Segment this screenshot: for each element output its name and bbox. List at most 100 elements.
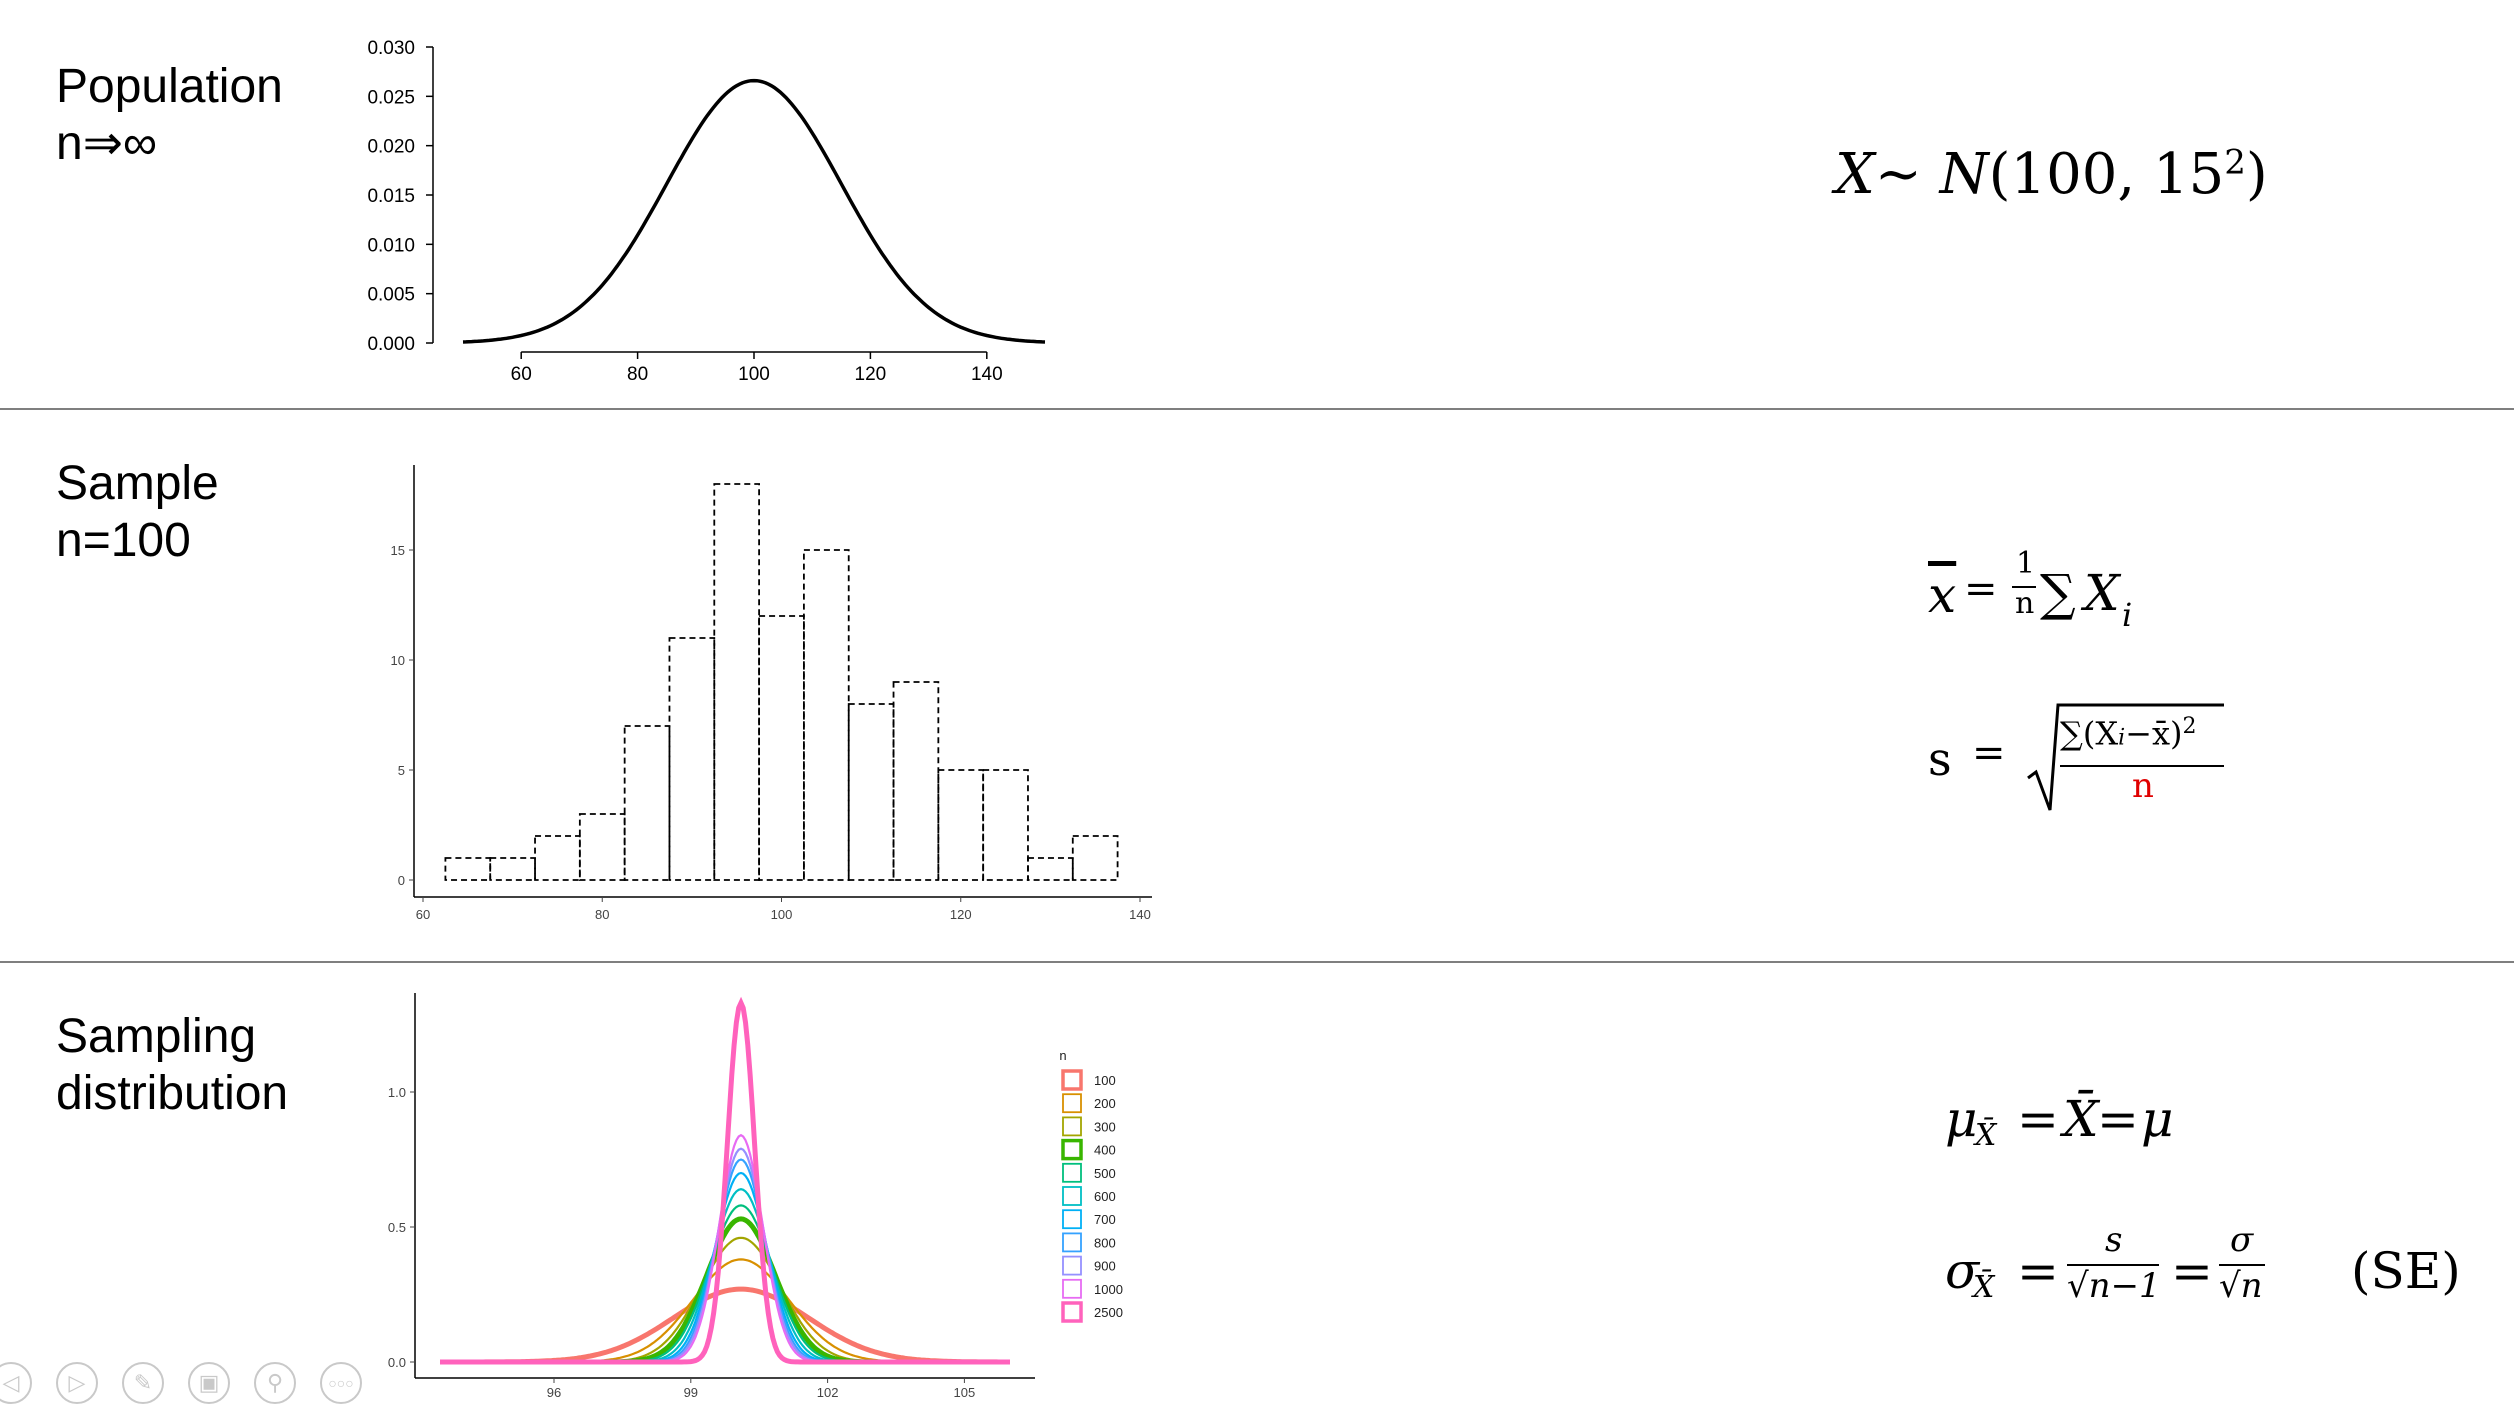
play-icon[interactable]: ▷ <box>56 1362 98 1404</box>
population-y-tick-label: 0.000 <box>367 334 415 355</box>
mean-formula: x = 1 n ∑ X i <box>1928 546 2178 640</box>
sampling-x-tick-label: 105 <box>954 1385 976 1400</box>
population-x-tick-label: 140 <box>971 364 1003 385</box>
population-formula-close: ) <box>2245 142 2268 207</box>
legend-swatch-n2500 <box>1061 1301 1083 1323</box>
sample-label-line1: Sample <box>56 457 219 510</box>
legend-label-n800: 800 <box>1094 1235 1116 1250</box>
zoom-icon[interactable]: ⚲ <box>254 1362 296 1404</box>
legend-swatch-n1000 <box>1062 1278 1082 1299</box>
sigma-formula-sub: X̄ <box>1973 1270 1995 1305</box>
divider-bottom <box>0 961 2514 963</box>
legend-label-n2500: 2500 <box>1094 1305 1123 1320</box>
sigma-formula-note: (SE) <box>2351 1242 2461 1300</box>
sd-formula-num-rest: −x̄) <box>2125 714 2183 753</box>
sampling-x-tick-label: 96 <box>547 1385 561 1400</box>
population-formula: X~ N(100, 152) <box>1835 142 2268 207</box>
mean-formula-den: n <box>2015 586 2035 621</box>
sampling-curve-n300 <box>440 1236 1010 1364</box>
population-x-tick-label: 60 <box>511 364 532 385</box>
population-label-line2: n⇒∞ <box>56 117 158 170</box>
legend-title: n <box>1059 1048 1066 1063</box>
population-formula-n: N <box>1939 142 1989 207</box>
legend-label-n1000: 1000 <box>1094 1282 1123 1297</box>
sigma-formula-den1: √n−1 <box>2067 1266 2161 1306</box>
legend-label-n300: 300 <box>1094 1119 1116 1134</box>
mean-formula-fraction-bar <box>2012 586 2036 588</box>
sampling-label-line2: distribution <box>56 1067 289 1120</box>
mu-formula-mu: μ <box>1945 1090 1978 1148</box>
mean-formula-sub: i <box>2122 596 2133 634</box>
prev-icon[interactable]: ◁ <box>0 1362 32 1404</box>
histogram-bar <box>758 615 805 881</box>
legend-label-n100: 100 <box>1094 1073 1116 1088</box>
sigma-formula-bar2 <box>2219 1264 2265 1266</box>
population-formula-x: X <box>1835 142 1875 207</box>
legend-label-n900: 900 <box>1094 1259 1116 1274</box>
sigma-formula: σ X̄ = s √n−1 = σ √n (SE) <box>1945 1220 2465 1320</box>
slides-icon[interactable]: ▣ <box>188 1362 230 1404</box>
histogram-x-tick-label: 100 <box>771 907 793 922</box>
mean-formula-eq: = <box>1964 566 1998 612</box>
mu-formula-sub: X̄ <box>1975 1118 1997 1153</box>
legend-swatch-n600 <box>1062 1186 1082 1206</box>
sampling-label-line1: Sampling <box>56 1010 257 1063</box>
sd-formula-num-exp: 2 <box>2182 714 2197 739</box>
sd-formula: s = ∑(Xi−x̄)2 n <box>1928 700 2228 820</box>
population-y-tick-label: 0.025 <box>367 87 415 108</box>
population-y-tick-label: 0.020 <box>367 137 415 158</box>
histogram-bar <box>578 813 626 881</box>
histogram-y-tick-label: 5 <box>398 763 405 778</box>
legend-swatch-n500 <box>1062 1162 1082 1183</box>
sd-formula-numerator: ∑(Xi−x̄)2 <box>2060 714 2197 753</box>
sigma-formula-num2: σ <box>2230 1220 2254 1260</box>
pen-icon[interactable]: ✎ <box>122 1362 164 1404</box>
sd-formula-denominator: n <box>2132 766 2154 806</box>
histogram-x-tick-label: 60 <box>416 907 430 922</box>
mean-formula-X: X <box>2084 564 2120 622</box>
histogram-bar <box>803 549 850 881</box>
histogram-y-tick-label: 0 <box>398 873 405 888</box>
histogram-bar <box>982 769 1029 881</box>
sigma-formula-eq2: = <box>2171 1242 2213 1300</box>
population-label-line1: Population <box>56 60 283 113</box>
population-x-tick-label: 80 <box>627 364 648 385</box>
sd-formula-num-sum: ∑(X <box>2060 714 2119 753</box>
histogram-bar <box>623 725 671 881</box>
histogram-bar <box>892 681 940 881</box>
sampling-y-tick-label: 0.5 <box>388 1220 406 1235</box>
population-x-tick-label: 100 <box>738 364 770 385</box>
sd-formula-eq: = <box>1972 730 2006 776</box>
legend-swatch-n300 <box>1062 1116 1082 1137</box>
sampling-y-tick-label: 1.0 <box>388 1085 406 1100</box>
mean-formula-sum: ∑ <box>2040 564 2076 622</box>
legend-swatch-n100 <box>1061 1069 1083 1091</box>
sd-formula-radical <box>2027 703 2224 811</box>
more-icon[interactable]: ○○○ <box>320 1362 362 1404</box>
histogram-bar <box>668 637 716 881</box>
sigma-formula-num1: s <box>2105 1220 2123 1260</box>
sampling-x-tick-label: 102 <box>817 1385 839 1400</box>
histogram-bar <box>534 835 581 881</box>
mu-formula-eq1: = <box>2017 1090 2059 1148</box>
divider-top <box>0 408 2514 410</box>
population-formula-exp: 2 <box>2224 142 2246 183</box>
mu-formula-mu2: μ <box>2141 1090 2174 1148</box>
population-y-tick-label: 0.015 <box>367 186 415 207</box>
legend-swatch-n900 <box>1062 1255 1082 1276</box>
legend-label-n500: 500 <box>1094 1166 1116 1181</box>
population-formula-tilde: ~ <box>1874 142 1922 207</box>
mean-formula-xbar: x <box>1928 566 1957 624</box>
legend-swatch-n200 <box>1062 1093 1082 1114</box>
mu-formula: μ X̄ = X̄ = μ <box>1945 1090 2205 1160</box>
histogram-bar <box>937 769 985 881</box>
mean-formula-num: 1 <box>2016 546 2036 581</box>
sampling-curve-n2500 <box>440 996 1010 1365</box>
legend-swatch-n800 <box>1062 1232 1082 1253</box>
population-formula-args: (100, 15 <box>1988 142 2225 207</box>
population-y-tick-label: 0.030 <box>367 38 415 59</box>
population-x-tick-label: 120 <box>855 364 887 385</box>
sd-formula-num-sub: i <box>2118 725 2126 751</box>
histogram-x-tick-label: 80 <box>595 907 609 922</box>
